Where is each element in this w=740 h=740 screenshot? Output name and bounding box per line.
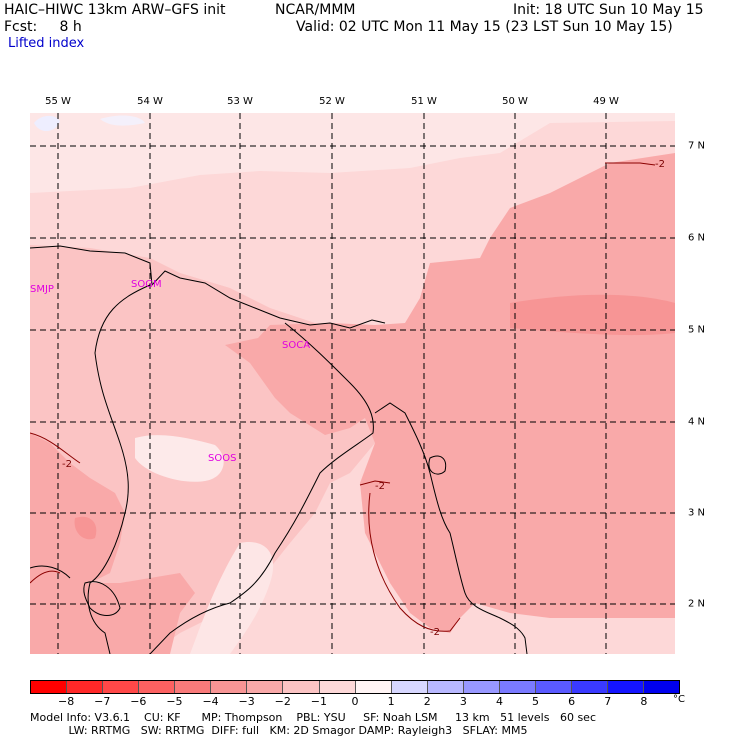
lat-label: 3 N <box>688 507 706 519</box>
colorbar-swatch <box>608 681 645 693</box>
colorbar-swatch <box>355 681 392 693</box>
west-coast-segment <box>30 565 71 579</box>
blue-patch <box>34 115 60 132</box>
model-info-line2: LW: RRTMG SW: RRTMG DIFF: full KM: 2D Sm… <box>30 724 528 737</box>
boundaries <box>30 245 528 654</box>
colorbar-tick: −2 <box>274 695 291 708</box>
faint-region <box>30 113 675 193</box>
lon-label: 49 W <box>593 96 619 107</box>
colorbar-tick: −7 <box>94 695 111 708</box>
central-boundary <box>149 322 374 654</box>
colorbar-swatch <box>103 681 140 693</box>
colorbar-unit: °C <box>673 694 685 705</box>
contour-label: -2 <box>655 159 665 170</box>
west-boundary <box>87 284 151 654</box>
colorbar-swatch <box>175 681 212 693</box>
colorbar-tick: 3 <box>459 695 467 708</box>
lifted-index-map <box>30 113 675 654</box>
river-loop <box>428 455 447 475</box>
model-info-line1: Model Info: V3.6.1 CU: KF MP: Thompson P… <box>30 711 597 724</box>
colorbar-tick: −5 <box>166 695 183 708</box>
init-time: Init: 18 UTC Sun 10 May 15 <box>513 2 704 18</box>
colorbar-swatch <box>319 681 356 693</box>
colorbar-swatch <box>463 681 500 693</box>
colorbar-tick: 5 <box>532 695 540 708</box>
station-label: SMJP <box>30 284 54 295</box>
lat-label: 6 N <box>688 232 706 244</box>
pale-blob <box>135 435 224 482</box>
colorbar-swatch <box>427 681 464 693</box>
blue-patch <box>100 115 145 126</box>
north-boundary <box>30 245 386 329</box>
contour-lines <box>30 162 656 632</box>
station-label: SOOS <box>208 453 237 464</box>
colorbar-tick: 6 <box>568 695 576 708</box>
model-title: HAIC–HIWC 13km ARW–GFS init <box>4 2 226 18</box>
colorbar-tick: 1 <box>387 695 395 708</box>
contour-line <box>30 432 81 584</box>
colorbar-tick: −6 <box>130 695 147 708</box>
station-label: SOCA <box>282 340 311 351</box>
colorbar-tick: −4 <box>202 695 219 708</box>
lat-label: 2 N <box>688 598 706 610</box>
lon-label: 52 W <box>319 96 345 107</box>
colorbar-swatch <box>535 681 572 693</box>
colorbar-tick: −8 <box>58 695 75 708</box>
center-name: NCAR/MMM <box>275 2 356 18</box>
south-west-region <box>30 573 195 654</box>
contour-line <box>368 492 461 632</box>
colorbar <box>30 680 680 694</box>
colorbar-swatch <box>391 681 428 693</box>
colorbar-tick: 0 <box>351 695 359 708</box>
contour-line <box>359 480 391 486</box>
colorbar-swatch <box>283 681 320 693</box>
colorbar-swatch <box>211 681 248 693</box>
colorbar-swatch <box>499 681 536 693</box>
colorbar-tick: −1 <box>310 695 327 708</box>
contour-label: -2 <box>375 481 385 492</box>
lat-label: 7 N <box>688 140 706 152</box>
station-label: SOGM <box>131 279 162 290</box>
colorbar-tick: 4 <box>495 695 503 708</box>
colorbar-swatch <box>139 681 176 693</box>
graticule <box>30 113 675 654</box>
pale-patch <box>190 542 274 654</box>
colorbar-swatch <box>31 681 68 693</box>
east-boundary <box>374 402 528 654</box>
contour-line <box>605 162 656 166</box>
colorbar-swatch <box>571 681 608 693</box>
colorbar-swatch <box>67 681 104 693</box>
lon-label: 55 W <box>45 96 71 107</box>
colorbar-tick: 8 <box>640 695 648 708</box>
colorbar-swatch <box>644 681 680 693</box>
contour-label: -2 <box>62 459 72 470</box>
west-region <box>30 433 125 583</box>
contour-label: -2 <box>430 627 440 638</box>
colorbar-tick: 7 <box>604 695 612 708</box>
lat-label: 5 N <box>688 324 706 336</box>
lon-label: 50 W <box>502 96 528 107</box>
lon-label: 51 W <box>411 96 437 107</box>
field-name: Lifted index <box>8 36 85 51</box>
colorbar-tick: 2 <box>423 695 431 708</box>
lat-label: 4 N <box>688 416 706 428</box>
lon-label: 53 W <box>227 96 253 107</box>
colorbar-tick: −3 <box>238 695 255 708</box>
valid-time: Valid: 02 UTC Mon 11 May 15 (23 LST Sun … <box>296 19 673 35</box>
south-loop <box>83 581 121 616</box>
strong-band <box>510 294 675 336</box>
colorbar-swatch <box>247 681 284 693</box>
forecast-hour: Fcst: 8 h <box>4 19 82 35</box>
lon-label: 54 W <box>137 96 163 107</box>
west-strong <box>74 516 97 540</box>
